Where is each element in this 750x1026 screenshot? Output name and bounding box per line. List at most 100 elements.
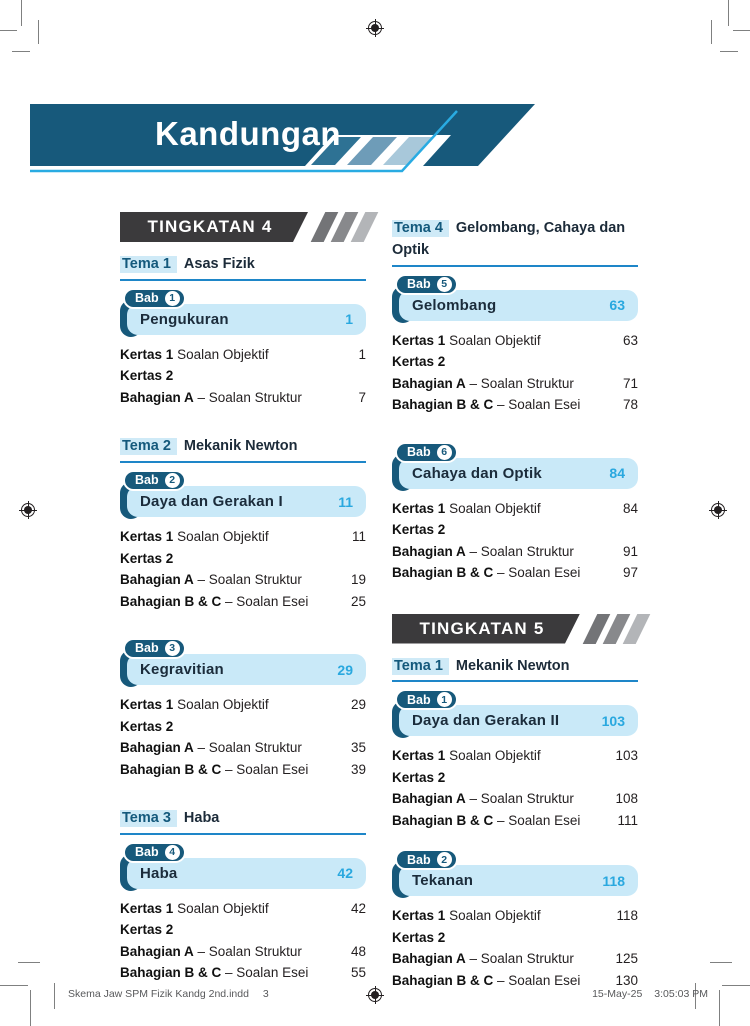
tema-title: Mekanik Newton	[183, 438, 298, 455]
entry-label: Bahagian B & C – Soalan Esei	[392, 812, 581, 828]
crop-mark	[710, 962, 732, 963]
entry-label: Kertas 1 Soalan Objektif	[120, 697, 269, 712]
chapter-entries: Kertas 1 Soalan Objektif 84 Kertas 2 Bah…	[392, 498, 638, 584]
entry-label: Kertas 1 Soalan Objektif	[120, 900, 269, 916]
entry-label: Bahagian B & C – Soalan Esei	[392, 397, 581, 412]
footer-filename: Skema Jaw SPM Fizik Kandg 2nd.indd	[68, 988, 249, 1000]
tema-section: Tema 2 Mekanik Newton Bab 2 Daya dan Gera…	[120, 436, 366, 780]
tema-row: Tema 1 Mekanik Newton	[392, 656, 638, 683]
entry-label: Kertas 2	[392, 522, 446, 537]
chapter-page-number: 118	[602, 872, 625, 889]
bab-label: Bab	[135, 641, 159, 656]
entry-page-number: 125	[615, 951, 638, 967]
tingkatan-5-banner: TINGKATAN 5	[392, 613, 651, 644]
tingkatan-4-banner: TINGKATAN 4	[120, 212, 379, 242]
entry-label: Bahagian A – Soalan Struktur	[392, 375, 574, 391]
bab-pill: Bab 6	[395, 441, 458, 463]
toc-entry: Bahagian A – Soalan Struktur 125	[392, 948, 638, 970]
bab-pill: Bab 1	[123, 287, 186, 309]
bab-pill: Bab 4	[123, 841, 186, 863]
chapter-block: Bab 2 Daya dan Gerakan I 11	[120, 470, 366, 520]
chapter-page-number: 29	[337, 661, 353, 678]
entry-page-number: 42	[350, 900, 366, 916]
header-stripe-light	[383, 137, 433, 165]
toc-entry: Bahagian B & C – Soalan Esei 111	[392, 810, 638, 832]
bab-number-badge: 2	[164, 473, 180, 488]
tema-row: Tema 1 Asas Fizik	[120, 254, 366, 281]
tingkatan-5-banner-title: TINGKATAN 5	[392, 614, 580, 644]
toc-content: TINGKATAN 4 Tema 1 Asas Fizik Bab 1 Pengu…	[120, 212, 651, 992]
entry-label: Bahagian A – Soalan Struktur	[120, 572, 302, 587]
toc-entry: Kertas 2	[120, 548, 366, 570]
crop-mark	[18, 962, 40, 963]
entry-label: Kertas 1 Soalan Objektif	[120, 529, 269, 544]
entry-page-number: 25	[350, 593, 366, 609]
bab-pill: Bab 5	[395, 273, 458, 295]
tema-section: Tema 3 Haba Bab 4 Haba 42 Kertas 1 Soalan…	[120, 808, 366, 984]
toc-entry: Bahagian A – Soalan Struktur 35	[120, 737, 366, 759]
chapter-page-number: 84	[609, 465, 625, 481]
toc-entry: Kertas 1 Soalan Objektif 29	[120, 694, 366, 716]
bab-label: Bab	[135, 291, 159, 305]
bab-number-badge: 3	[164, 641, 180, 656]
chapter-title-bar: Pengukuran 1	[127, 303, 366, 335]
entry-label: Bahagian A – Soalan Struktur	[120, 389, 302, 405]
footer-date: 15-May-25	[592, 988, 643, 1000]
chapter-title-bar: Kegravitian 29	[127, 654, 366, 685]
bab-label: Bab	[407, 692, 431, 707]
toc-entry: Kertas 1 Soalan Objektif 11	[120, 526, 366, 548]
bab-label: Bab	[135, 845, 159, 859]
crop-mark	[728, 0, 729, 26]
entry-page-number: 103	[615, 748, 638, 764]
crop-mark	[38, 20, 39, 44]
entry-page-number: 1	[358, 346, 366, 362]
chapter-title: Daya dan Gerakan II	[412, 712, 560, 730]
bab-label: Bab	[407, 444, 431, 459]
entry-label: Bahagian B & C – Soalan Esei	[392, 972, 581, 988]
entry-label: Kertas 2	[120, 550, 174, 566]
toc-entry: Bahagian B & C – Soalan Esei 78	[392, 394, 638, 416]
chapter-page-number: 103	[601, 712, 625, 729]
crop-mark	[54, 983, 55, 1009]
toc-right-column: Tema 4 Gelombang, Cahaya dan Optik Bab 5 …	[392, 212, 651, 992]
entry-label: Kertas 2	[120, 922, 174, 938]
footer-slug: Skema Jaw SPM Fizik Kandg 2nd.indd 3	[68, 988, 269, 1000]
crop-mark	[30, 990, 31, 1026]
chapter-entries: Kertas 1 Soalan Objektif 1 Kertas 2 Baha…	[120, 344, 366, 409]
tema-row: Tema 2 Mekanik Newton	[120, 436, 366, 463]
entry-label: Kertas 1 Soalan Objektif	[392, 500, 541, 516]
toc-entry: Bahagian A – Soalan Struktur 19	[120, 569, 366, 591]
entry-label: Kertas 1 Soalan Objektif	[120, 346, 269, 362]
toc-entry: Bahagian B & C – Soalan Esei 39	[120, 759, 366, 781]
entry-page-number: 11	[351, 529, 366, 544]
entry-label: Bahagian A – Soalan Struktur	[392, 543, 574, 559]
bab-pill: Bab 3	[123, 638, 186, 659]
tema-row: Tema 3 Haba	[120, 808, 366, 835]
tema-title: Gelombang, Cahaya dan Optik	[392, 220, 626, 258]
bab-label: Bab	[407, 276, 431, 291]
crop-mark	[711, 20, 712, 44]
toc-entry: Kertas 2	[120, 919, 366, 941]
crop-mark	[695, 983, 696, 1009]
chapter-title-bar: Tekanan 118	[399, 865, 638, 897]
chapter-block: Bab 2 Tekanan 118	[392, 849, 638, 899]
entry-page-number: 78	[622, 397, 638, 412]
toc-entry: Bahagian A – Soalan Struktur 91	[392, 541, 638, 563]
tema-section: Tema 1 Mekanik Newton Bab 1 Daya dan Gera…	[392, 656, 638, 992]
entry-label: Bahagian A – Soalan Struktur	[120, 943, 302, 959]
bab-label: Bab	[407, 852, 431, 867]
crop-mark	[719, 990, 720, 1026]
bab-number-badge: 4	[164, 844, 180, 860]
chapter-title: Tekanan	[412, 872, 474, 890]
header-banner-graphic	[30, 104, 535, 173]
chapter-entries: Kertas 1 Soalan Objektif 103 Kertas 2 Ba…	[392, 745, 638, 831]
toc-entry: Bahagian B & C – Soalan Esei 130	[392, 970, 638, 992]
entry-label: Kertas 1 Soalan Objektif	[392, 748, 541, 764]
chapter-page-number: 11	[338, 493, 353, 510]
chapter-entries: Kertas 1 Soalan Objektif 42 Kertas 2 Bah…	[120, 898, 366, 984]
toc-entry: Bahagian A – Soalan Struktur 71	[392, 373, 638, 395]
chapter-entries: Kertas 1 Soalan Objektif 118 Kertas 2 Ba…	[392, 905, 638, 991]
tingkatan-4-banner-title: TINGKATAN 4	[120, 212, 308, 242]
toc-entry: Bahagian A – Soalan Struktur 7	[120, 387, 366, 409]
bab-pill: Bab 2	[395, 849, 458, 871]
